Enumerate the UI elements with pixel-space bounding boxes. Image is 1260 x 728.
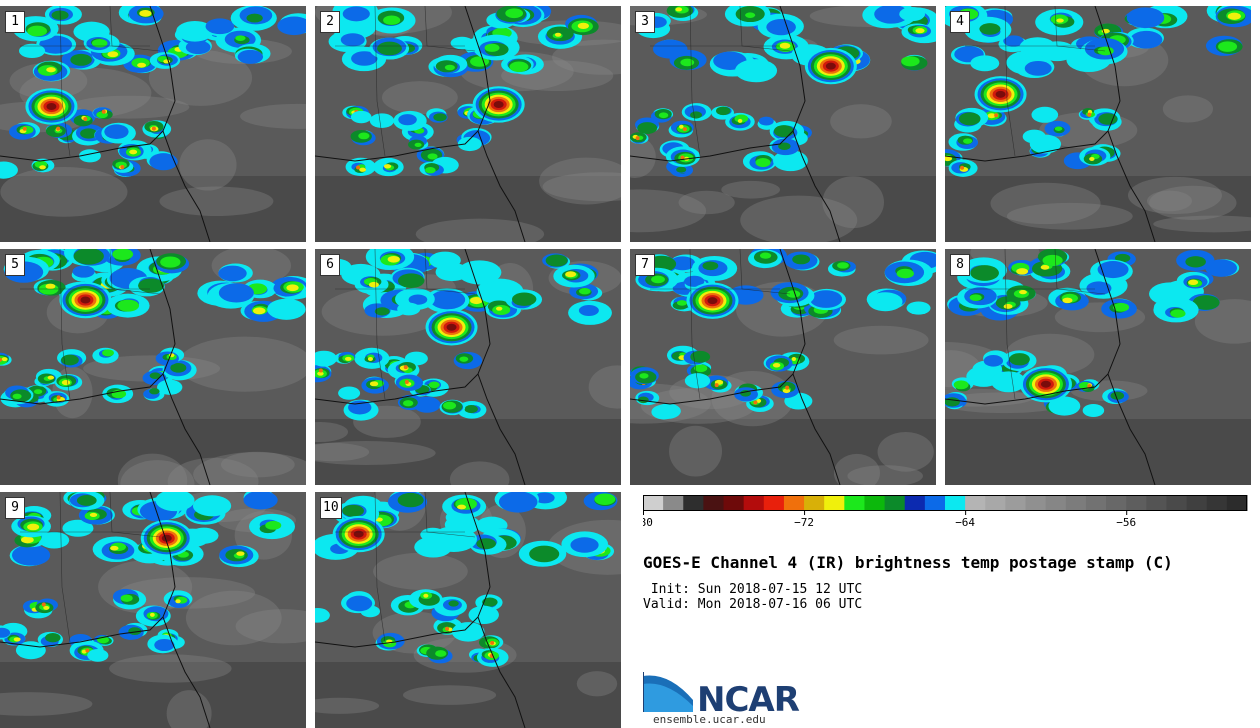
colorbar-swatch [1005,495,1027,511]
panel-6: 6 [315,249,621,485]
colorbar-swatch [743,495,765,511]
satellite-image [315,492,621,728]
panel-label: 3 [635,11,655,33]
valid-time: Valid: Mon 2018-07-16 06 UTC [643,597,863,612]
colorbar-swatch [663,495,684,511]
colorbar-swatch [1206,495,1228,511]
panel-label: 6 [320,254,340,276]
colorbar-swatch [924,495,946,511]
panel-label: 10 [320,497,342,519]
ncar-logo-icon [643,672,693,712]
colorbar-swatch [804,495,825,511]
panel-label: 1 [5,11,25,33]
colorbar-swatch [1126,495,1147,511]
colorbar-tick-label: −80 [643,516,653,529]
panel-10: 10 [315,492,621,728]
colorbar-swatch [703,495,725,511]
colorbar-tick-label: −56 [1116,516,1136,529]
satellite-image [945,249,1251,485]
colorbar-swatch [1025,495,1047,511]
colorbar-swatch [763,495,785,511]
colorbar-swatch [965,495,986,511]
panel-4: 4 [945,6,1251,242]
panel-label: 2 [320,11,340,33]
colorbar-swatch [683,495,704,511]
colorbar-frame [643,495,1247,511]
colorbar-swatch [904,495,926,511]
colorbar-swatch [643,495,664,511]
panel-3: 3 [630,6,936,242]
colorbar-swatch [1106,495,1127,511]
colorbar-swatch [1166,495,1188,511]
satellite-image [315,6,621,242]
panel-1: 1 [0,6,306,242]
panel-9: 9 [0,492,306,728]
satellite-image [0,6,306,242]
colorbar-swatch [824,495,845,511]
colorbar-swatch [985,495,1006,511]
colorbar-swatch [1045,495,1067,511]
ncar-logo: NCAR ensemble.ucar.edu [643,670,803,728]
colorbar-swatch [884,495,906,511]
colorbar: −80−72−64−56−48−40−32−24−16−808162432 [643,495,1248,529]
colorbar-swatch [864,495,886,511]
satellite-image [0,249,306,485]
colorbar-swatch [1186,495,1208,511]
satellite-image [0,492,306,728]
colorbar-swatch [723,495,745,511]
colorbar-tick-label: −64 [955,516,975,529]
panel-label: 4 [950,11,970,33]
colorbar-swatch [1085,495,1107,511]
satellite-image [315,249,621,485]
colorbar-tick-label: −72 [794,516,814,529]
panel-label: 7 [635,254,655,276]
panel-8: 8 [945,249,1251,485]
panel-label: 5 [5,254,25,276]
panel-5: 5 [0,249,306,485]
logo-url: ensemble.ucar.edu [653,713,766,726]
panel-label: 9 [5,497,25,519]
panel-label: 8 [950,254,970,276]
colorbar-swatch [783,495,805,511]
panel-2: 2 [315,6,621,242]
colorbar-swatch [1146,495,1167,511]
init-time: Init: Sun 2018-07-15 12 UTC [643,582,863,597]
panel-7: 7 [630,249,936,485]
logo-text: NCAR [697,680,800,720]
colorbar-swatch [945,495,966,511]
colorbar-swatch [844,495,865,511]
colorbar-swatch [1065,495,1087,511]
satellite-image [630,6,936,242]
satellite-image [945,6,1251,242]
figure-title: GOES-E Channel 4 (IR) brightness temp po… [643,553,1173,572]
colorbar-swatch [1226,495,1248,511]
satellite-image [630,249,936,485]
